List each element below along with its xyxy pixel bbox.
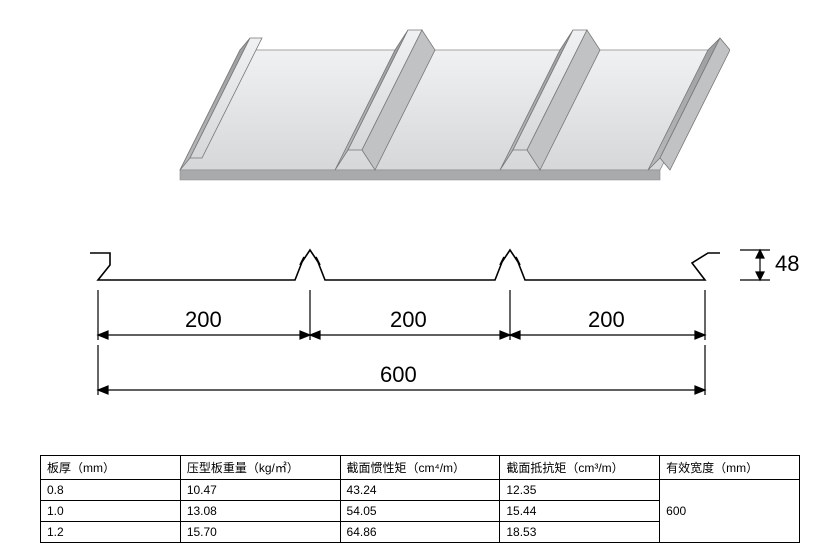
- col-thickness: 板厚（mm）: [41, 456, 181, 480]
- profile-diagram: 48 200 200 200 600: [40, 235, 800, 435]
- cell: 64.86: [340, 522, 500, 543]
- cell: 10.47: [180, 480, 340, 501]
- cell: 15.44: [500, 501, 660, 522]
- table-row: 0.8 10.47 43.24 12.35 600: [41, 480, 800, 501]
- cell-effwidth: 600: [660, 480, 800, 543]
- seg-label-0: 200: [185, 307, 222, 332]
- deck-3d-render: [110, 20, 730, 200]
- seg-label-1: 200: [390, 307, 427, 332]
- cell: 0.8: [41, 480, 181, 501]
- spec-table: 板厚（mm） 压型板重量（kg/㎡） 截面惯性矩（cm⁴/m） 截面抵抗矩（cm…: [40, 455, 800, 543]
- deck-render-svg: [110, 20, 730, 200]
- cell: 18.53: [500, 522, 660, 543]
- profile-svg: 48 200 200 200 600: [40, 235, 800, 435]
- seg-label-2: 200: [588, 307, 625, 332]
- cell: 13.08: [180, 501, 340, 522]
- total-width-label: 600: [380, 362, 417, 387]
- col-weight: 压型板重量（kg/㎡）: [180, 456, 340, 480]
- cell: 43.24: [340, 480, 500, 501]
- col-section: 截面抵抗矩（cm³/m）: [500, 456, 660, 480]
- cell: 12.35: [500, 480, 660, 501]
- cell: 54.05: [340, 501, 500, 522]
- col-effwidth: 有效宽度（mm）: [660, 456, 800, 480]
- cell: 1.2: [41, 522, 181, 543]
- col-inertia: 截面惯性矩（cm⁴/m）: [340, 456, 500, 480]
- cell: 15.70: [180, 522, 340, 543]
- table-header-row: 板厚（mm） 压型板重量（kg/㎡） 截面惯性矩（cm⁴/m） 截面抵抗矩（cm…: [41, 456, 800, 480]
- cell: 1.0: [41, 501, 181, 522]
- spec-table-container: 板厚（mm） 压型板重量（kg/㎡） 截面惯性矩（cm⁴/m） 截面抵抗矩（cm…: [40, 455, 800, 543]
- height-label: 48: [775, 251, 799, 276]
